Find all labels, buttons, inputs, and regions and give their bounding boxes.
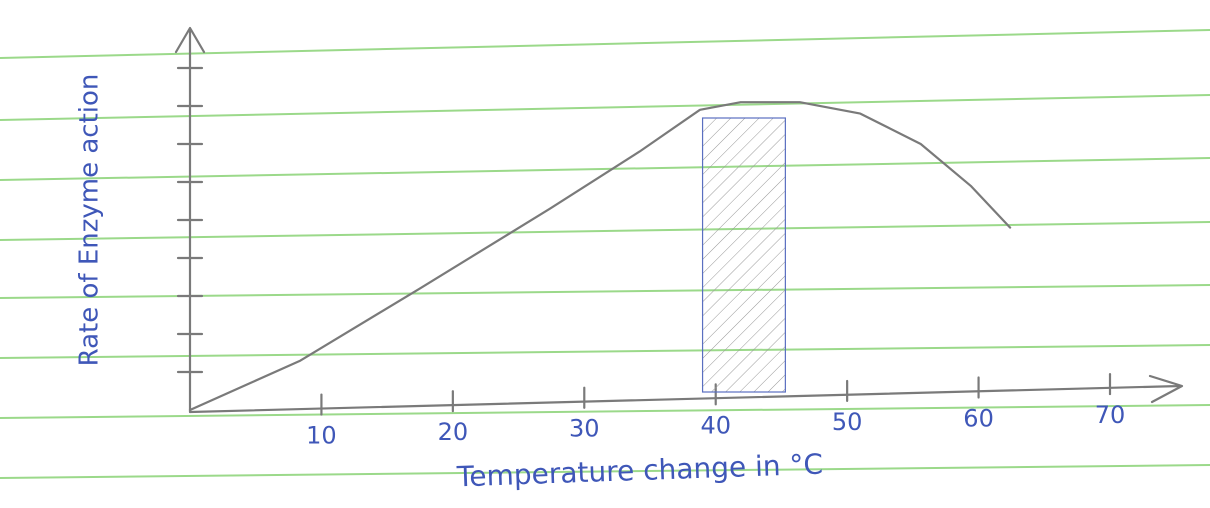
x-tick-label: 20 — [438, 418, 469, 446]
paper-rules — [0, 29, 1210, 479]
shaded-region — [701, 117, 786, 393]
x-tick-label: 60 — [963, 404, 994, 432]
y-axis-label: Rate of Enzyme action — [75, 74, 105, 367]
curve — [188, 101, 1012, 412]
x-tick-label: 70 — [1095, 401, 1126, 429]
x-axis-label: Temperature change in °C — [455, 448, 823, 494]
axes — [174, 26, 1184, 414]
x-tick-label: 30 — [569, 415, 600, 443]
x-tick-label: 10 — [306, 422, 337, 450]
x-tick-label: 50 — [832, 408, 863, 436]
x-tick-label: 40 — [700, 411, 731, 439]
